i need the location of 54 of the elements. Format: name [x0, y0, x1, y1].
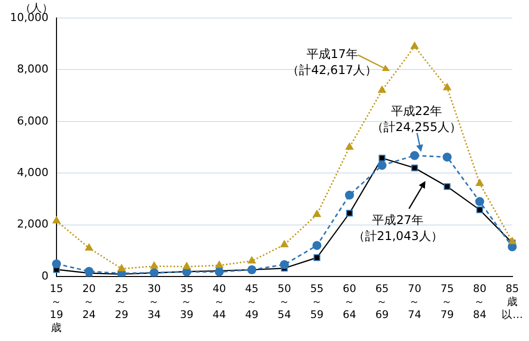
x-tick-label: 25～29 [114, 282, 128, 322]
point [182, 262, 191, 270]
x-tick-label: 60～64 [342, 282, 356, 322]
point [52, 216, 60, 224]
y-axis-title: （人） [20, 1, 53, 14]
point [475, 197, 484, 206]
x-tick-label: 80～84 [473, 282, 487, 322]
x-tick-label: 55～59 [310, 282, 324, 322]
x-tick-label: 65～69 [375, 282, 389, 322]
point [346, 210, 353, 216]
point [442, 152, 452, 162]
point [314, 254, 320, 261]
point [84, 266, 94, 276]
point [508, 237, 516, 244]
y-tick-label: 6,000 [16, 114, 48, 128]
point [248, 256, 256, 264]
x-tick-label: 40～44 [212, 282, 226, 322]
point [344, 190, 354, 200]
point [346, 142, 354, 150]
point [443, 83, 452, 90]
point [85, 244, 94, 251]
point [411, 164, 418, 172]
point [52, 259, 61, 268]
x-tick-label: 20～24 [82, 282, 96, 322]
x-tick-label: 45～49 [245, 282, 259, 322]
point [378, 154, 386, 162]
point [410, 42, 419, 49]
y-tick-label: 4,000 [16, 166, 48, 179]
point [444, 183, 450, 190]
x-tick-label: 15～19歳 [50, 282, 64, 334]
annotation: 平成22年（計24,255人） [370, 102, 463, 135]
annotation: 平成17年（計42,617人） [286, 46, 378, 78]
point [150, 262, 158, 269]
y-tick-label: 0 [41, 269, 48, 282]
point [118, 264, 126, 272]
x-tick-label: 35～39 [180, 282, 194, 322]
point [280, 260, 289, 270]
point [312, 240, 322, 250]
point [410, 151, 420, 160]
point [215, 260, 224, 268]
x-tick-label: 85歳以… [502, 282, 523, 322]
annotation: 平成27年（計21,043人） [352, 212, 444, 244]
x-tick-label: 70～74 [408, 282, 422, 322]
point [476, 206, 484, 214]
x-tick-label: 30～34 [147, 282, 162, 322]
y-tick-label: 2,000 [16, 218, 48, 231]
x-tick-label: 50～54 [278, 282, 292, 322]
point [312, 210, 321, 217]
point [378, 86, 386, 93]
point [378, 160, 387, 170]
y-tick-label: 8,000 [16, 62, 48, 76]
point [476, 178, 484, 186]
x-tick-label: 75～79 [440, 282, 454, 322]
point [280, 240, 288, 248]
